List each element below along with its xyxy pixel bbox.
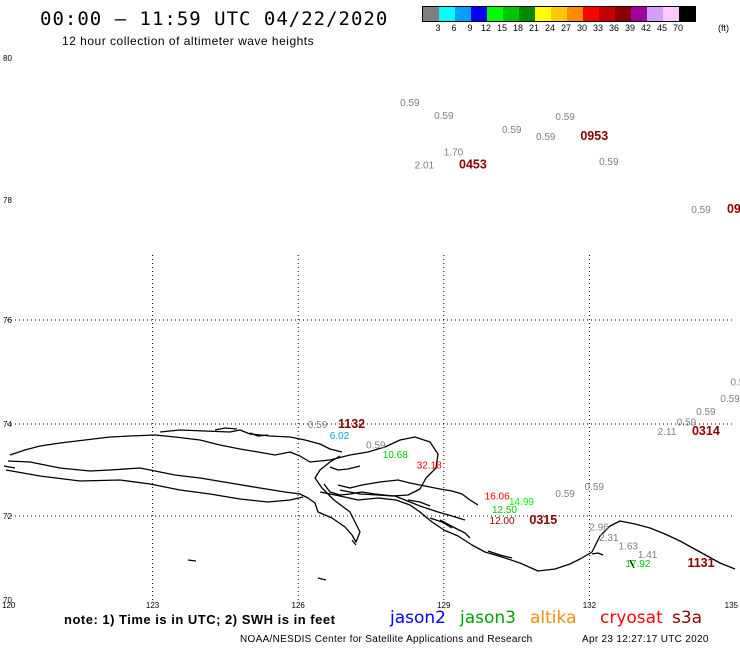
color-scale-bar <box>422 6 696 22</box>
color-scale-labels: 3 6 9 12 15 18 21 24 27 30 33 36 39 42 45 70 <box>422 23 686 33</box>
wave-height-value: 0.59 <box>555 112 575 123</box>
wave-height-value: 0.59 <box>691 205 711 216</box>
legend-item-jason2: jason2 <box>390 608 446 628</box>
latitude-label: 72 <box>3 512 12 521</box>
pass-time-label: 0314 <box>692 424 720 438</box>
wave-height-value: 0.59 <box>308 420 328 431</box>
color-swatch <box>567 7 583 21</box>
wave-height-value: 0.5 <box>730 377 740 388</box>
pass-time-label: 095 <box>727 202 740 216</box>
pass-time-label: 0315 <box>529 513 557 527</box>
latitude-label: 78 <box>3 196 12 205</box>
color-scale-tick: 18 <box>512 23 523 33</box>
color-swatch <box>423 7 439 21</box>
latitude-label: 80 <box>3 54 12 63</box>
wave-height-value: 0.59 <box>720 394 740 405</box>
color-scale-tick: 3 <box>435 23 441 33</box>
color-swatch <box>455 7 471 21</box>
color-swatch <box>615 7 631 21</box>
color-swatch <box>487 7 503 21</box>
wave-height-value: 0.59 <box>585 482 605 493</box>
color-swatch <box>535 7 551 21</box>
wave-height-value: 2.31 <box>599 533 619 544</box>
wave-height-value: 0.59 <box>536 132 556 143</box>
latitude-label: 74 <box>3 420 12 429</box>
latitude-label: 76 <box>3 316 12 325</box>
color-swatch <box>631 7 647 21</box>
wave-height-value: 0.59 <box>677 417 697 428</box>
wave-height-value: 32.18 <box>417 460 442 471</box>
color-swatch <box>663 7 679 21</box>
wave-height-value: 1.70 <box>444 148 464 159</box>
color-swatch <box>471 7 487 21</box>
wave-height-value: 0.59 <box>599 157 619 168</box>
map-subtitle: 12 hour collection of altimeter wave hei… <box>62 34 315 48</box>
wave-height-value: 6.02 <box>330 431 350 442</box>
map-title: 00:00 – 11:59 UTC 04/22/2020 <box>40 8 389 30</box>
color-scale-tick: 30 <box>576 23 587 33</box>
color-swatch <box>679 7 695 21</box>
observation-labels: 0.590.591.702.01 04530.590.590.5909530.59… <box>308 98 740 570</box>
color-scale-tick: 12 <box>480 23 491 33</box>
wave-height-value: 12.00 <box>490 516 515 527</box>
pass-time-label: 0453 <box>459 158 487 172</box>
wave-height-value: 0.59 <box>400 98 420 109</box>
color-swatch <box>439 7 455 21</box>
longitude-label: 126 <box>292 601 306 610</box>
wave-height-value: 17.92 <box>625 559 650 570</box>
longitude-label: 132 <box>583 601 597 610</box>
longitude-label: 135 <box>725 601 739 610</box>
pass-time-label: 1131 <box>687 556 714 570</box>
longitude-label: 129 <box>437 601 451 610</box>
color-scale-tick: 36 <box>608 23 619 33</box>
color-scale-unit: (ft) <box>718 23 729 33</box>
wave-height-value: 10.68 <box>383 450 408 461</box>
legend-item-altika: altika <box>530 608 577 628</box>
color-scale-tick: 9 <box>467 23 473 33</box>
color-swatch <box>647 7 663 21</box>
color-scale-tick: 27 <box>560 23 571 33</box>
color-swatch <box>551 7 567 21</box>
color-scale-tick: 39 <box>624 23 635 33</box>
wave-height-value: 0.59 <box>696 407 716 418</box>
wave-height-value: 2.96 <box>589 523 609 534</box>
wave-height-value: 0.59 <box>502 125 522 136</box>
color-scale-tick: 21 <box>528 23 539 33</box>
wave-height-value: 1.63 <box>618 541 638 552</box>
wave-height-value: 0.59 <box>434 111 454 122</box>
color-swatch <box>503 7 519 21</box>
color-scale-tick: 15 <box>496 23 507 33</box>
color-scale-tick: 33 <box>592 23 603 33</box>
color-swatch <box>599 7 615 21</box>
footer-credit: NOAA/NESDIS Center for Satellite Applica… <box>240 634 533 645</box>
legend-item-jason3: jason3 <box>460 608 516 628</box>
wave-height-value: 16.06 <box>485 491 510 502</box>
legend-item-cryosat: cryosat <box>600 608 663 628</box>
color-swatch <box>583 7 599 21</box>
longitude-label: 123 <box>146 601 160 610</box>
pass-time-label: 0953 <box>580 129 608 143</box>
wave-height-value: 14.99 <box>509 497 534 508</box>
wave-height-value: 2.01 <box>415 161 435 172</box>
pass-time-label: 1132 <box>338 417 365 431</box>
wave-height-value: 2.11 <box>658 427 677 438</box>
color-scale-tick: 6 <box>451 23 457 33</box>
footer-note: note: 1) Time is in UTC; 2) SWH is in fe… <box>64 612 336 627</box>
color-swatch <box>519 7 535 21</box>
longitude-label: 120 <box>2 601 16 610</box>
color-scale-tick: 45 <box>656 23 667 33</box>
legend-item-s3a: s3a <box>672 608 703 628</box>
wave-height-value: 1.41 <box>638 550 658 561</box>
color-scale-tick: 70 <box>672 23 683 33</box>
latitude-label: 70 <box>3 596 12 605</box>
coastline <box>3 427 736 581</box>
color-scale-tick: 24 <box>544 23 555 33</box>
footer-timestamp: Apr 23 12:27:17 UTC 2020 <box>582 634 709 645</box>
wave-height-value: 0.59 <box>555 489 575 500</box>
wave-height-value: 0.59 <box>366 441 386 452</box>
wave-height-value: 12.50 <box>492 505 517 516</box>
color-scale-tick: 42 <box>640 23 651 33</box>
